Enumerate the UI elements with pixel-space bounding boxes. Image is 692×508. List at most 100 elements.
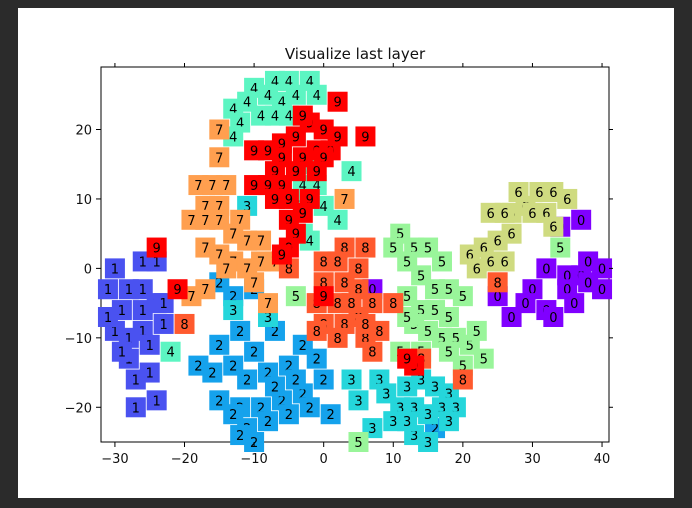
y-tick-label: −10 [65,332,92,347]
point-marker [244,341,265,362]
point-label: 2 [285,360,293,375]
point-marker [501,307,522,327]
point-digit-8: 8 [306,320,327,341]
point-digit-8: 8 [383,293,404,314]
point-label: 3 [410,401,418,416]
point-label: 0 [549,311,557,326]
point-label: 9 [173,283,181,298]
point-marker [334,188,355,209]
point-digit-2: 2 [285,369,306,390]
point-label: 7 [264,297,272,312]
point-label: 8 [361,318,369,333]
point-label: 5 [389,242,397,257]
point-label: 2 [431,422,439,437]
point-label: 5 [556,242,564,257]
point-label: 2 [285,408,293,423]
point-label: 5 [480,353,488,368]
point-label: 1 [118,304,126,319]
point-label: 5 [445,311,453,326]
point-digit-1: 1 [111,341,132,362]
point-label: 4 [333,214,341,229]
point-label: 2 [264,367,272,382]
point-label: 4 [306,235,314,250]
point-marker [313,369,334,390]
point-marker [501,223,522,244]
point-digit-1: 1 [146,390,167,411]
point-marker [216,258,237,279]
point-digit-6: 6 [557,188,578,209]
point-digit-9: 9 [146,237,167,258]
point-marker [473,348,494,369]
point-label: 2 [215,276,223,291]
point-label: 9 [271,193,279,208]
point-marker [146,237,167,258]
x-tick-label: 40 [594,452,611,467]
point-label: 2 [229,408,237,423]
point-label: 3 [445,415,453,430]
point-label: 4 [271,110,279,125]
point-label: 3 [410,429,418,444]
point-label: 1 [139,255,147,270]
point-marker [362,341,383,362]
point-label: 9 [285,193,293,208]
point-label: 9 [292,165,300,180]
point-digit-5: 5 [438,341,459,362]
point-label: 4 [347,165,355,180]
point-marker [355,313,376,334]
point-label: 9 [264,144,272,159]
point-marker [327,209,348,230]
point-digit-7: 7 [195,279,216,300]
point-marker [195,279,216,300]
point-digit-3: 3 [397,411,418,432]
point-marker [397,348,418,369]
point-label: 3 [389,415,397,430]
point-digit-5: 5 [431,251,452,272]
point-label: 4 [229,103,237,118]
point-digit-6: 6 [466,258,487,279]
point-marker [438,341,459,362]
point-digit-8: 8 [487,272,508,293]
point-label: 5 [438,255,446,270]
point-marker [146,390,167,411]
point-digit-8: 8 [341,293,362,314]
point-label: 0 [494,290,502,305]
x-tick-label: −20 [171,452,198,467]
y-tick-label: 10 [75,193,92,208]
point-marker [258,411,279,432]
point-label: 7 [257,235,265,250]
point-label: 4 [229,130,237,145]
point-label: 9 [333,130,341,145]
point-digit-0: 0 [578,251,599,272]
point-label: 5 [473,325,481,340]
point-marker [438,411,459,432]
point-label: 0 [368,283,376,298]
point-marker [397,411,418,432]
point-label: 0 [598,283,606,298]
point-label: 5 [410,242,418,257]
point-label: 8 [320,276,328,291]
point-label: 1 [159,297,167,312]
point-label: 4 [320,200,328,215]
point-label: 2 [257,401,265,416]
point-marker [160,341,181,362]
point-label: 9 [250,179,258,194]
point-digit-8: 8 [355,237,376,258]
point-marker [132,300,153,321]
point-digit-5: 5 [452,286,473,307]
point-label: 1 [153,255,161,270]
point-label: 3 [354,394,362,409]
point-marker [550,237,571,258]
point-label: 8 [354,283,362,298]
point-label: 5 [466,339,474,354]
point-marker [223,404,244,425]
x-tick-label: 20 [455,452,472,467]
point-label: 5 [292,290,300,305]
point-marker [466,320,487,341]
point-marker [557,188,578,209]
point-marker [306,161,327,182]
point-digit-0: 0 [592,279,613,300]
point-digit-2: 2 [244,341,265,362]
point-label: 2 [292,374,300,389]
point-label: 4 [313,179,321,194]
